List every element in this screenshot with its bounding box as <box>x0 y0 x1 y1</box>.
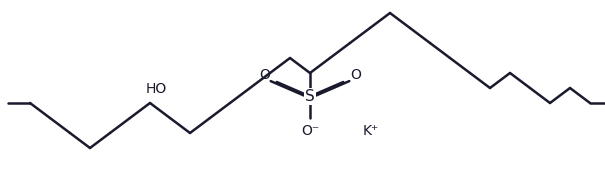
Text: O: O <box>350 68 361 82</box>
Text: O: O <box>259 68 270 82</box>
Text: S: S <box>305 89 315 104</box>
Text: K⁺: K⁺ <box>362 124 379 138</box>
Text: O⁻: O⁻ <box>301 124 319 138</box>
Text: HO: HO <box>145 82 166 96</box>
